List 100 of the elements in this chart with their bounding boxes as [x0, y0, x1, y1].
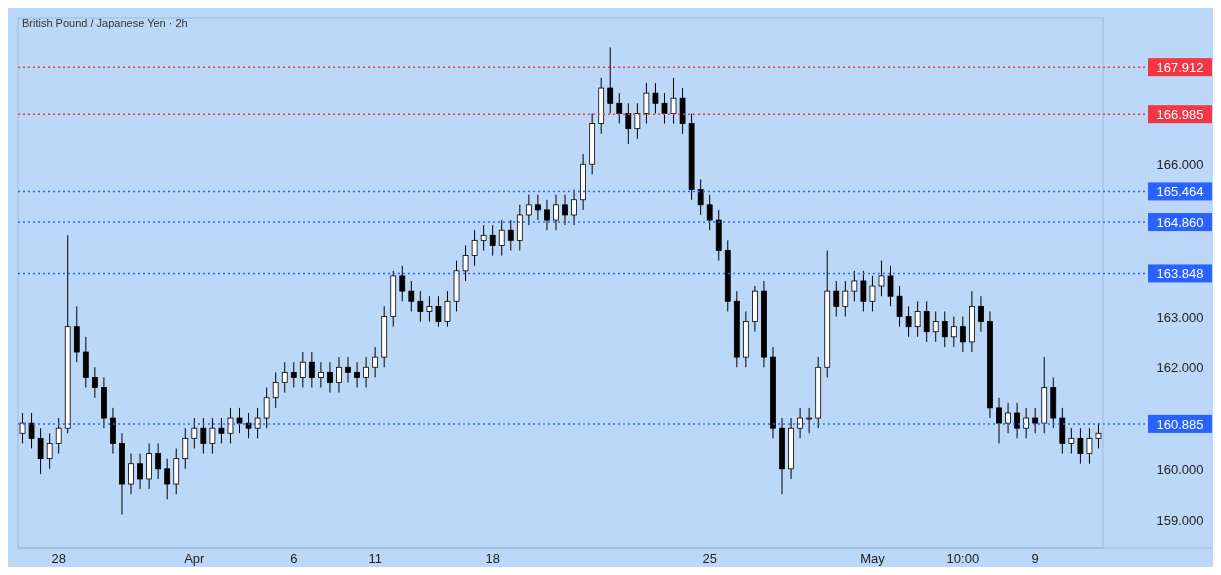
candlestick	[941, 310, 948, 348]
y-tick-label: 159.000	[1156, 512, 1204, 528]
ref-line-label: 164.860	[1156, 215, 1204, 231]
candlestick	[254, 407, 261, 439]
candlestick	[996, 397, 1002, 444]
candlestick	[1014, 402, 1020, 439]
candlestick	[923, 300, 930, 343]
candlestick	[480, 224, 487, 252]
candlestick	[869, 275, 876, 312]
candlestick	[372, 346, 379, 378]
x-tick-label: 28	[51, 551, 66, 566]
candlestick	[860, 270, 867, 312]
candlestick	[426, 295, 433, 323]
y-tick-label: 160.000	[1156, 461, 1204, 477]
candlestick	[46, 432, 53, 470]
candlestick	[670, 77, 677, 125]
candlestick	[91, 366, 98, 399]
candlestick	[959, 316, 966, 353]
candlestick	[218, 417, 225, 444]
candlestick	[299, 351, 306, 389]
candlestick	[55, 417, 62, 455]
candlestick	[417, 290, 424, 323]
candlestick	[950, 316, 957, 348]
ref-line-label: 165.464	[1156, 184, 1204, 200]
candlestick	[28, 412, 35, 449]
candlestick	[833, 280, 840, 318]
candlestick	[535, 194, 541, 221]
x-tick-label: 18	[485, 551, 500, 566]
candlestick	[408, 280, 415, 312]
x-tick-label: 9	[1031, 551, 1039, 566]
candlestick	[932, 310, 939, 343]
candlestick	[272, 371, 279, 409]
y-tick-label: 166.000	[1156, 157, 1204, 173]
candlestick	[345, 356, 351, 383]
candlestick	[1068, 427, 1075, 455]
candlestick	[914, 300, 921, 338]
candlestick	[489, 224, 496, 257]
candlestick	[507, 219, 514, 252]
candlestick	[471, 229, 478, 267]
ref-line-label: 166.985	[1156, 107, 1204, 123]
candlestick	[1023, 407, 1030, 439]
candlestick	[706, 194, 713, 231]
candlestick	[797, 407, 803, 439]
candlestick	[19, 412, 26, 444]
candlestick	[697, 178, 704, 216]
candlestick	[544, 199, 550, 231]
candlestick	[236, 407, 243, 434]
candlestick	[290, 361, 297, 389]
candlestick	[525, 194, 532, 226]
candlestick	[1095, 422, 1102, 449]
candlestick	[978, 295, 984, 333]
candlestick	[128, 453, 134, 495]
x-tick-label: 6	[290, 551, 298, 566]
candlestick	[336, 356, 342, 394]
candlestick	[227, 407, 234, 444]
candlestick	[164, 458, 171, 500]
candlestick	[200, 417, 207, 455]
candlestick	[37, 427, 44, 475]
ref-line-label: 167.912	[1156, 60, 1204, 76]
ref-line-label: 160.885	[1156, 416, 1204, 432]
candlestick	[399, 265, 406, 302]
candlestick	[308, 351, 315, 389]
candlestick	[327, 361, 333, 394]
candlestick	[652, 82, 659, 114]
candlestick	[571, 189, 577, 226]
candlestick	[661, 92, 668, 125]
ref-line-label: 163.848	[1156, 266, 1204, 282]
x-tick-label: 11	[368, 551, 382, 566]
x-tick-label: Apr	[184, 551, 206, 566]
x-tick-label: 10:00	[946, 551, 980, 566]
candlestick	[634, 102, 641, 140]
candlestick	[896, 285, 903, 328]
y-tick-label: 163.000	[1156, 309, 1204, 325]
candlestick	[553, 194, 559, 231]
candlestick	[363, 356, 369, 389]
candlestick	[182, 427, 189, 470]
candlestick	[435, 295, 442, 328]
candlestick	[318, 361, 324, 389]
candlestick	[1005, 402, 1011, 434]
chart-title: British Pound / Japanese Yen · 2h	[22, 17, 188, 29]
candlestick	[806, 407, 813, 434]
candlestick	[842, 280, 849, 318]
x-tick-label: 25	[702, 551, 717, 566]
candlestick	[643, 82, 650, 125]
y-tick-label: 162.000	[1156, 360, 1204, 376]
candlestick	[607, 46, 614, 114]
candlestick	[137, 453, 143, 490]
candlestick	[498, 219, 505, 257]
candlestick	[616, 92, 623, 125]
candlestick	[245, 412, 252, 439]
candlestick	[562, 194, 568, 226]
candlestick	[1086, 427, 1093, 465]
candlestick	[209, 417, 216, 455]
candlestick	[263, 387, 270, 429]
candlestick	[625, 102, 632, 145]
candlestick	[444, 290, 451, 328]
candlestick	[1032, 407, 1039, 434]
candlestick	[281, 361, 288, 394]
candlestick	[462, 244, 469, 282]
candlestick	[1077, 427, 1084, 465]
